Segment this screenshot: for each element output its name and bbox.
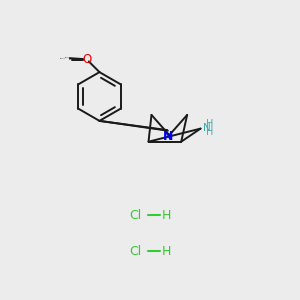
Text: methoxy: methoxy <box>65 57 71 58</box>
Text: Cl: Cl <box>130 209 142 222</box>
Text: methoxy: methoxy <box>69 58 75 60</box>
Text: methoxy: methoxy <box>60 58 66 59</box>
Text: N: N <box>203 123 211 133</box>
Text: H: H <box>162 244 171 258</box>
Text: Cl: Cl <box>130 244 142 258</box>
Text: H: H <box>206 127 213 137</box>
Text: H: H <box>206 119 213 129</box>
Text: N: N <box>163 130 174 142</box>
Text: H: H <box>162 209 171 222</box>
Text: O: O <box>82 53 91 66</box>
